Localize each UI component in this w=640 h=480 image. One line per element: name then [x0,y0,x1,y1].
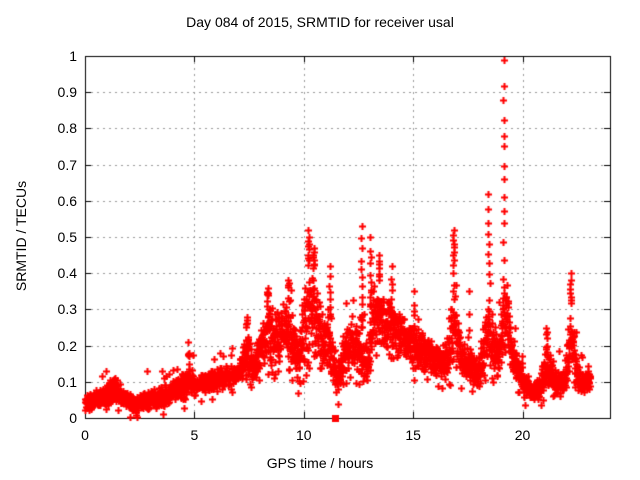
y-tick-label: 1 [69,48,77,64]
y-tick-label: 0.8 [57,120,77,137]
x-tick-label: 0 [81,427,89,443]
y-tick-label: 0.4 [57,265,77,282]
y-tick-label: 0.7 [57,156,77,173]
y-tick-label: 0.9 [57,84,77,101]
y-tick-label: 0.1 [57,373,77,390]
y-tick-label: 0.2 [57,337,77,354]
x-tick-label: 15 [405,427,421,443]
x-tick-label: 5 [190,427,199,443]
y-tick-label: 0.6 [57,192,77,209]
y-tick-label: 0.3 [57,301,77,318]
y-tick-label: 0 [69,410,77,426]
x-axis-label: GPS time / hours [266,455,374,471]
x-tick-label: 10 [295,427,312,443]
x-tick-label: 20 [514,427,531,443]
chart-title: Day 084 of 2015, SRMTID for receiver usa… [186,14,454,30]
y-tick-label: 0.5 [57,229,77,245]
